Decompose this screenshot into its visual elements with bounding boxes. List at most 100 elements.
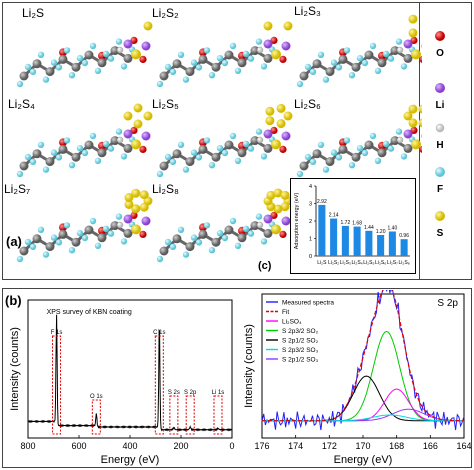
fluorine-atom <box>374 157 382 164</box>
lithium-atom <box>141 41 151 51</box>
panel-c-label: (c) <box>258 260 272 272</box>
fluorine-atom <box>216 55 224 62</box>
carbon-atom <box>338 144 348 154</box>
bar <box>341 225 349 256</box>
molecule-structure <box>16 103 153 178</box>
sulfur-atom <box>263 21 273 31</box>
carbon-atom <box>123 143 133 153</box>
sulfur-atom <box>133 103 143 113</box>
lithium-atom <box>123 39 133 49</box>
fluorine-atom <box>255 38 263 45</box>
fluorine-atom <box>24 238 32 246</box>
carbon-atom <box>159 71 169 81</box>
fluorine-atom <box>94 242 102 249</box>
fluorine-atom <box>63 47 71 54</box>
carbon-atom <box>45 67 55 77</box>
hydrogen-atom-icon <box>435 123 445 133</box>
fluorine-atom <box>102 50 110 57</box>
fluorine-atom <box>37 226 45 233</box>
carbon-atom <box>325 67 335 77</box>
fluorine-atom <box>50 59 58 66</box>
lithium-atom <box>141 216 151 226</box>
lithium-atom <box>263 214 273 224</box>
molecule-structure <box>296 104 422 178</box>
y-tick-label: 4 <box>309 184 312 190</box>
hydrogen-atom <box>396 136 404 144</box>
fluorine-atom <box>203 222 211 229</box>
carbon-atom <box>45 242 55 252</box>
carbon-atom <box>351 152 361 162</box>
oxygen-atom <box>410 126 418 134</box>
fluorine-atom <box>322 76 330 83</box>
peak-highlight-box <box>91 399 101 435</box>
x-tick-label: 170 <box>355 441 370 451</box>
oxygen-atom <box>139 230 147 238</box>
x-tick-label: Li₂S₃ <box>340 260 351 266</box>
sulfur-atom <box>273 188 283 198</box>
hydrogen-atom <box>116 46 124 54</box>
fluorine-atom <box>317 141 325 148</box>
sulfur-atom <box>143 111 153 121</box>
carbon-atom <box>263 143 273 153</box>
molecule-structure <box>16 188 153 263</box>
carbon-atom <box>58 144 68 154</box>
fluorine-atom <box>190 149 198 156</box>
bar <box>353 226 361 256</box>
hydrogen-atom <box>256 221 264 229</box>
peak-highlight-box <box>52 335 62 435</box>
y-axis-label: Intensity (counts) <box>9 327 21 411</box>
s2p-chart: Measured spectra Fit Li₂SO₄ S 2p3/2 SO₂ S 2p… <box>243 290 472 466</box>
sulfur-atom <box>411 139 421 150</box>
sulfur-atom <box>123 111 133 121</box>
carbon-atom <box>211 152 221 162</box>
sulfur-atom <box>418 104 422 114</box>
fluorine-atom <box>356 55 364 62</box>
fluorine-atom <box>400 153 408 160</box>
sulfur-atom <box>408 118 418 128</box>
fluorine-atom <box>169 68 177 76</box>
fluorine-atom <box>68 247 76 254</box>
fluorine-atom <box>164 63 172 71</box>
fluorine-atom <box>229 217 237 225</box>
fluorine-atom <box>234 242 242 249</box>
carbon-atom <box>123 53 133 63</box>
fluorine-atom <box>42 166 50 173</box>
carbon-atom <box>263 228 273 238</box>
lithium-atom <box>403 39 413 49</box>
legend-label: S 2p1/2 SO₃ <box>282 357 319 364</box>
legend-label: S 2p3/2 SO₃ <box>282 347 319 354</box>
molecule-structures <box>16 14 422 263</box>
sulfur-atom <box>283 111 293 121</box>
carbon-atom <box>198 229 208 239</box>
hydrogen-atom <box>116 136 124 144</box>
fluorine-atom <box>107 55 115 62</box>
bar-value-label: 1.68 <box>352 221 362 227</box>
x-tick-label: 176 <box>254 441 269 451</box>
bar <box>400 239 408 256</box>
fluorine-atom <box>190 59 198 66</box>
legend-label: S <box>436 228 444 239</box>
fluorine-atom <box>68 162 76 169</box>
carbon-atom <box>123 228 133 238</box>
panel-b-frame <box>2 288 472 468</box>
sulfur-atom <box>139 202 149 212</box>
sulfur-atom <box>139 190 149 200</box>
fluorine-atom <box>164 153 172 161</box>
molecule-structure <box>296 14 422 88</box>
fluorine-atom <box>195 239 203 246</box>
oxygen-atom <box>419 55 422 63</box>
lithium-atom <box>141 131 151 141</box>
component-s2p32-so2 <box>262 330 464 422</box>
carbon-atom <box>299 161 309 171</box>
sulfur-atom <box>131 139 141 150</box>
fluorine-atom <box>164 238 172 246</box>
oxygen-atom <box>270 36 278 45</box>
x-tick-label: 600 <box>71 441 86 451</box>
fluorine-atom <box>348 162 356 169</box>
sulfur-atom <box>131 224 141 235</box>
x-tick-label: 0 <box>229 441 234 451</box>
carbon-atom <box>377 58 387 68</box>
carbon-atom <box>237 233 247 243</box>
carbon-atom <box>84 140 94 150</box>
y-tick-label: 1 <box>309 237 312 243</box>
